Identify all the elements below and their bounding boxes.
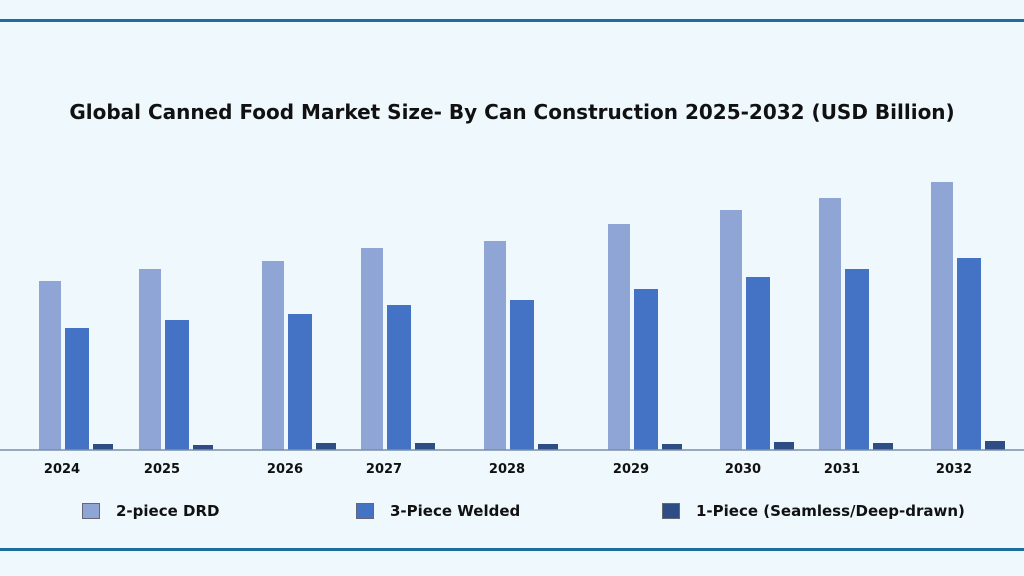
bar-2028-1 [510,300,534,450]
bar-2027-0 [361,248,383,450]
bar-2026-1 [288,314,312,450]
x-tick-label: 2027 [366,462,402,477]
bar-2028-0 [484,241,506,450]
bar-2024-0 [39,281,61,450]
top-rule [0,19,1024,22]
legend-label: 2-piece DRD [116,502,220,520]
legend-label: 3-Piece Welded [390,502,521,520]
bar-2027-2 [415,443,435,450]
x-tick-label: 2029 [613,462,649,477]
bar-2029-2 [662,444,682,450]
x-tick-label: 2031 [824,462,860,477]
bar-2031-0 [819,198,841,450]
bar-2028-2 [538,444,558,450]
bar-2024-1 [65,328,89,450]
bar-2032-2 [985,441,1005,450]
bar-2032-1 [957,258,981,450]
bar-2030-1 [746,277,770,450]
bar-2029-1 [634,289,658,450]
bar-2025-0 [139,269,161,450]
bar-2029-0 [608,224,630,450]
bar-2027-1 [387,305,411,450]
legend-swatch [662,503,680,519]
legend-item-1-piece: 1-Piece (Seamless/Deep-drawn) [662,502,965,520]
bar-2030-2 [774,442,794,450]
x-tick-label: 2030 [725,462,761,477]
chart-title: Global Canned Food Market Size- By Can C… [69,100,955,124]
bar-2024-2 [93,444,113,450]
legend-swatch [356,503,374,519]
bar-2031-2 [873,443,893,450]
x-tick-label: 2032 [936,462,972,477]
x-tick-label: 2024 [44,462,80,477]
legend-swatch [82,503,100,519]
bar-2032-0 [931,182,953,450]
bar-2030-0 [720,210,742,450]
legend-item-2-piece-drd: 2-piece DRD [82,502,219,520]
bar-2026-2 [316,443,336,450]
x-tick-label: 2028 [489,462,525,477]
bar-2025-2 [193,445,213,450]
bar-2025-1 [165,320,189,450]
bottom-rule [0,548,1024,551]
x-tick-label: 2026 [267,462,303,477]
bar-2031-1 [845,269,869,450]
bar-2026-0 [262,261,284,450]
x-tick-label: 2025 [144,462,180,477]
legend-item-3-piece-welded: 3-Piece Welded [356,502,520,520]
legend-label: 1-Piece (Seamless/Deep-drawn) [696,502,965,520]
